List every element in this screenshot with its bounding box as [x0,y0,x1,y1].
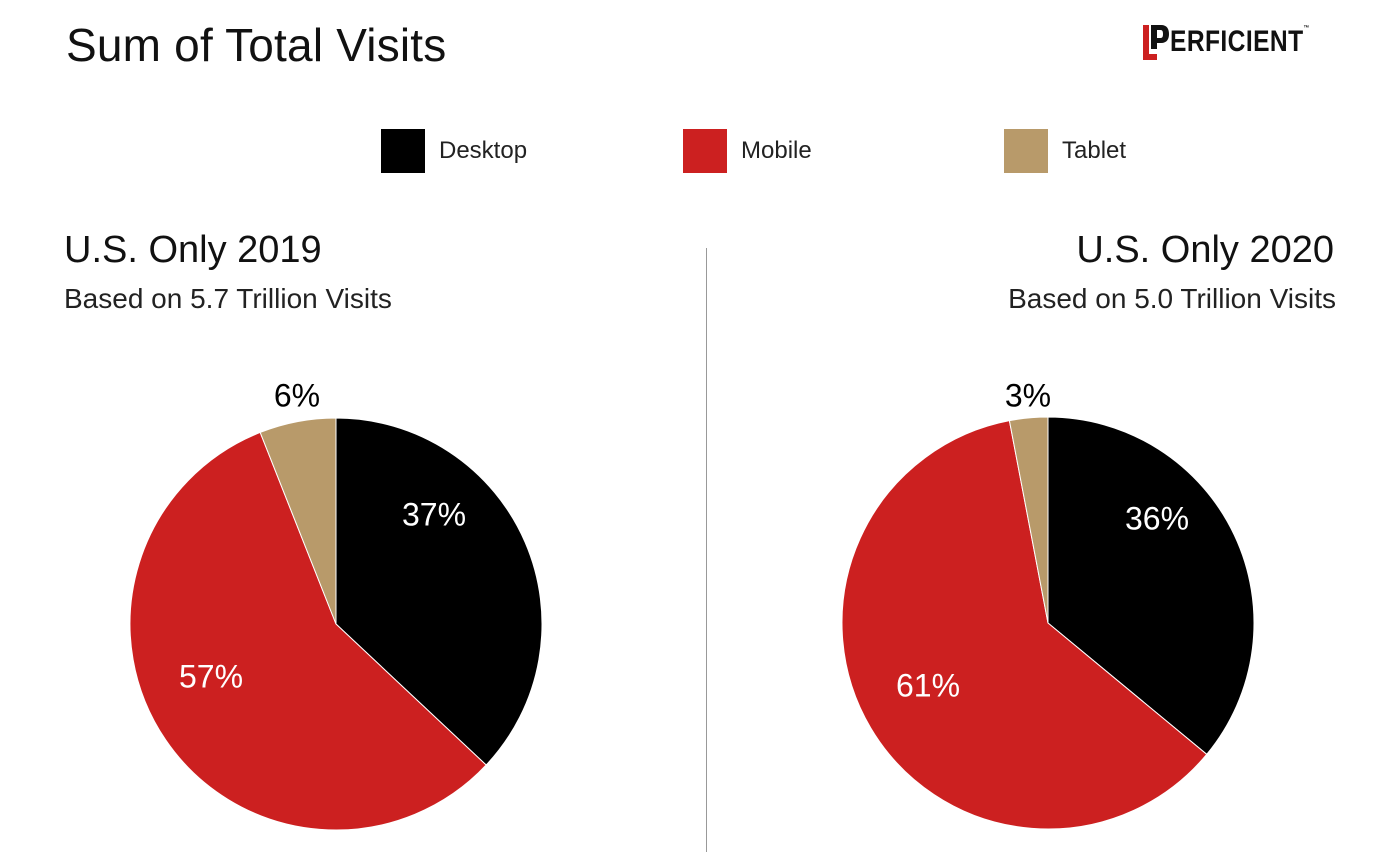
legend-label-tablet: Tablet [1062,137,1127,164]
pie-2019-slice-desktop [335,417,543,766]
legend-item-desktop: Desktop [381,129,527,173]
pie-2020-slice-mobile [841,420,1208,830]
pie-2019-slice-tablet [259,417,337,625]
panel-2019-subheading: Based on 5.7 Trillion Visits [64,283,392,314]
pie-2019-slice-mobile [129,431,487,831]
pie-2019-label-desktop: 37% [402,496,466,532]
panel-2020-heading: U.S. Only 2020 [1076,229,1334,271]
pie-chart-2019: 37% 57% 6% [129,377,543,831]
legend-label-desktop: Desktop [439,137,528,164]
pie-2020-label-tablet: 3% [1005,377,1051,413]
panel-divider [706,248,707,852]
legend-item-mobile: Mobile [683,129,812,173]
pie-2020-label-desktop: 36% [1125,500,1189,536]
panel-2019-heading: U.S. Only 2019 [64,229,322,271]
pie-2020-slice-desktop [1047,416,1255,756]
legend-swatch-desktop [381,129,425,173]
legend-item-tablet: Tablet [1004,129,1126,173]
pie-2019-label-mobile: 57% [179,658,243,694]
panel-2020-subheading: Based on 5.0 Trillion Visits [1008,283,1336,314]
pie-2019-label-tablet: 6% [274,377,320,413]
chart-title: Sum of Total Visits [66,19,447,71]
perficient-logo-icon [1143,25,1169,60]
pie-2020-slice-tablet [1008,416,1049,624]
legend-swatch-tablet [1004,129,1048,173]
legend: Desktop Mobile Tablet [0,129,1395,179]
pie-chart-2020: 36% 61% 3% [841,377,1255,830]
perficient-logo: ERFICIENT™ [1142,22,1340,62]
pie-2020-label-mobile: 61% [896,667,960,703]
legend-swatch-mobile [683,129,727,173]
legend-label-mobile: Mobile [741,137,812,164]
logo-wordmark: ERFICIENT™ [1170,25,1310,58]
